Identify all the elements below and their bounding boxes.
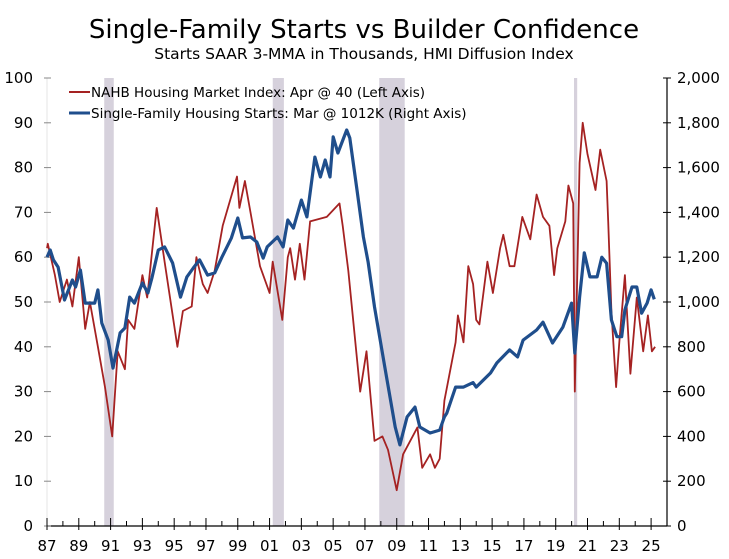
x-tick-label: 93	[133, 537, 152, 555]
x-tick-label: 97	[196, 537, 215, 555]
x-tick-label: 89	[69, 537, 88, 555]
legend-label-starts: Single-Family Housing Starts: Mar @ 1012…	[91, 106, 467, 122]
series-lines	[45, 121, 656, 492]
right-tick-label: 1,000	[677, 293, 720, 311]
right-tick-label: 200	[677, 472, 706, 490]
right-tick-label: 400	[677, 427, 706, 445]
x-tick-label: 87	[37, 537, 56, 555]
left-tick-label: 60	[14, 248, 33, 266]
x-tick-label: 03	[292, 537, 311, 555]
right-tick-label: 800	[677, 338, 706, 356]
x-tick-label: 05	[324, 537, 343, 555]
x-tick-label: 95	[165, 537, 184, 555]
x-tick-label: 23	[610, 537, 629, 555]
x-tick-label: 13	[451, 537, 470, 555]
left-tick-label: 80	[14, 159, 33, 177]
x-tick-label: 19	[546, 537, 565, 555]
chart-title: Single-Family Starts vs Builder Confiden…	[89, 15, 639, 45]
series-line-starts	[45, 128, 656, 447]
x-tick-label: 91	[101, 537, 120, 555]
left-tick-label: 30	[14, 383, 33, 401]
x-tick-label: 15	[483, 537, 502, 555]
recession-band	[574, 78, 578, 526]
x-tick-label: 25	[642, 537, 661, 555]
left-tick-label: 20	[14, 427, 33, 445]
legend-label-hmi: NAHB Housing Market Index: Apr @ 40 (Lef…	[91, 85, 425, 101]
x-tick-label: 11	[419, 537, 438, 555]
right-tick-label: 1,800	[677, 114, 720, 132]
left-tick-label: 90	[14, 114, 33, 132]
x-tick-label: 07	[355, 537, 374, 555]
x-tick-label: 17	[514, 537, 533, 555]
chart-subtitle: Starts SAAR 3-MMA in Thousands, HMI Diff…	[154, 45, 573, 63]
legend: NAHB Housing Market Index: Apr @ 40 (Lef…	[69, 85, 467, 122]
recession-band	[272, 78, 284, 526]
right-tick-label: 2,000	[677, 69, 720, 87]
right-tick-label: 1,400	[677, 203, 720, 221]
left-tick-label: 100	[4, 69, 33, 87]
recession-shading	[104, 78, 578, 526]
left-tick-label: 0	[23, 517, 33, 535]
right-tick-label: 1,200	[677, 248, 720, 266]
x-tick-label: 09	[387, 537, 406, 555]
left-tick-label: 70	[14, 203, 33, 221]
right-tick-label: 600	[677, 383, 706, 401]
right-tick-label: 0	[677, 517, 687, 535]
axes: 010203040506070809010002004006008001,000…	[4, 69, 720, 555]
recession-band	[379, 78, 405, 526]
left-tick-label: 50	[14, 293, 33, 311]
x-tick-label: 99	[228, 537, 247, 555]
recession-band	[104, 78, 114, 526]
series-line-hmi	[46, 121, 656, 492]
x-tick-label: 21	[578, 537, 597, 555]
left-tick-label: 10	[14, 472, 33, 490]
left-tick-label: 40	[14, 338, 33, 356]
x-tick-label: 01	[260, 537, 279, 555]
right-tick-label: 1,600	[677, 159, 720, 177]
